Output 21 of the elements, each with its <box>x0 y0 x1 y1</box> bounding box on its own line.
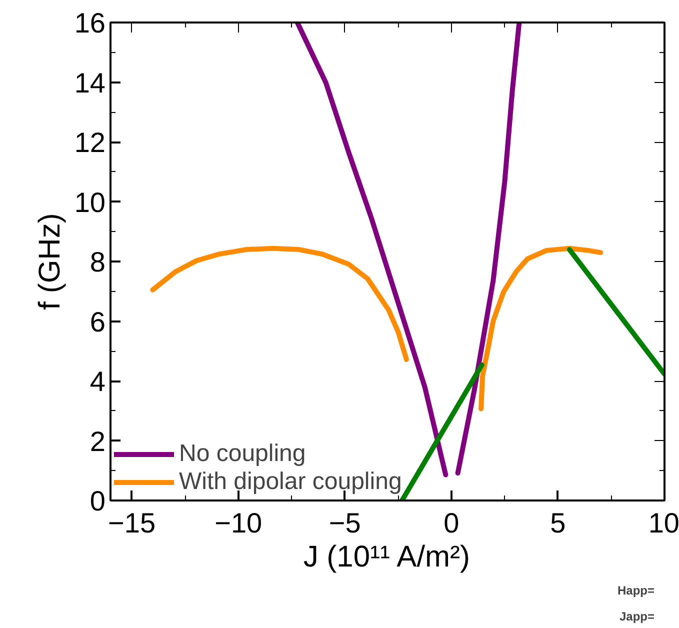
x-axis-title: J (10¹¹ A/m²) <box>303 540 470 574</box>
text: Japp= <box>619 610 654 624</box>
y-tick-label: 6 <box>90 306 106 338</box>
y-tick-label: 14 <box>74 67 106 98</box>
x-tick-label: −10 <box>214 508 262 538</box>
y-tick-label: 8 <box>90 246 106 278</box>
x-tick-label: −15 <box>108 508 156 538</box>
y-tick-label: 16 <box>74 8 106 38</box>
legend-label: With dipolar coupling <box>179 468 402 496</box>
y-tick-label: 2 <box>90 426 106 457</box>
y-axis-title: f (GHz) <box>33 213 66 310</box>
y-tick-label: 4 <box>90 366 106 397</box>
y-tick-label: 0 <box>90 486 106 516</box>
x-tick-label: 10 <box>648 508 679 538</box>
x-tick-label: 0 <box>444 508 460 538</box>
y-tick-label: 10 <box>74 186 106 218</box>
legend-label: No coupling <box>179 440 306 468</box>
y-tick-label: 12 <box>74 127 106 158</box>
x-tick-label: 5 <box>550 508 566 538</box>
text: Happ= <box>617 584 655 598</box>
x-tick-label: −5 <box>328 508 361 538</box>
